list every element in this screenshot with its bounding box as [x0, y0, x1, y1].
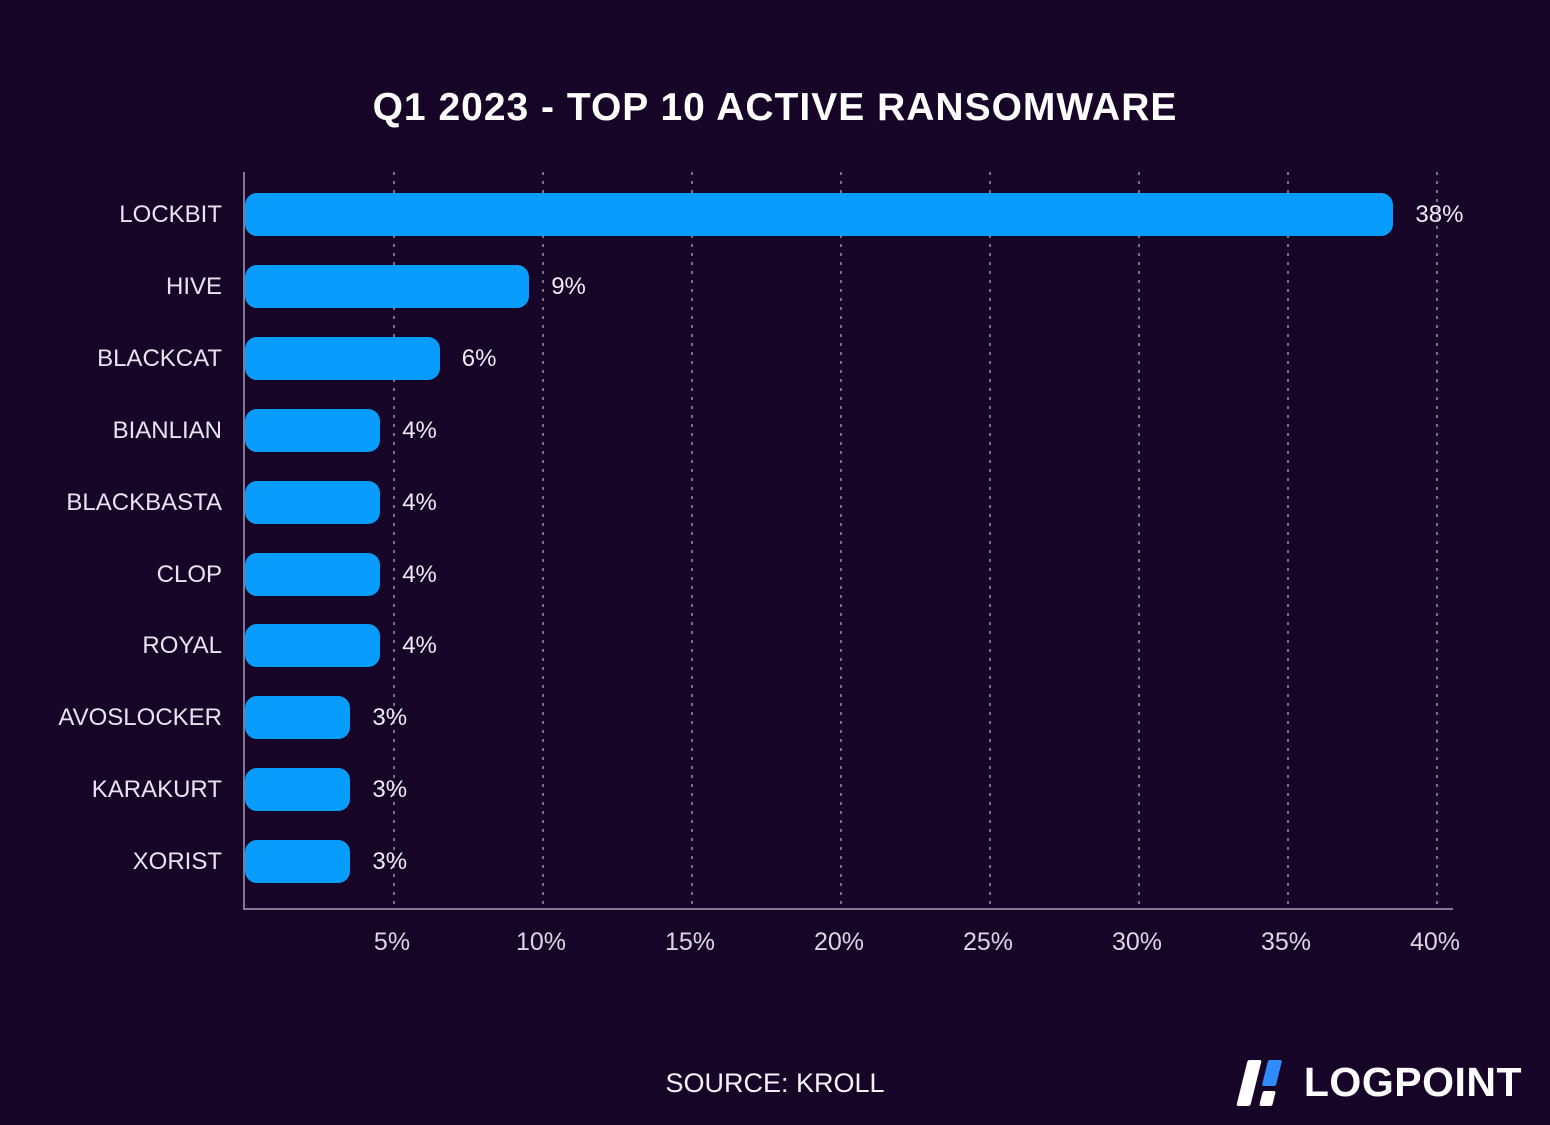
bar-blackcat	[245, 336, 440, 380]
plot-area: 38% 9% 6% 4% 4% 4% 4% 3% 3% 3%	[243, 172, 1463, 910]
category-label: CLOP	[156, 560, 222, 588]
value-label: 6%	[461, 344, 497, 372]
bar-hive	[245, 264, 530, 308]
x-tick-label: 40%	[1409, 928, 1461, 956]
value-label: 4%	[402, 560, 437, 588]
logo-stroke-blue	[1261, 1060, 1283, 1086]
logo-stroke-white-small	[1259, 1091, 1276, 1106]
value-label: 3%	[372, 848, 408, 876]
value-label: 3%	[372, 704, 408, 732]
category-label: AVOSLOCKER	[58, 704, 222, 732]
brand-logo: LOGPOINT	[1232, 1056, 1522, 1106]
gridline	[393, 172, 395, 908]
category-label: LOCKBIT	[119, 201, 222, 228]
gridline	[542, 172, 544, 908]
logo-stroke-white	[1236, 1060, 1262, 1106]
source-note: SOURCE: KROLL	[665, 1068, 885, 1098]
category-label: KARAKURT	[91, 776, 222, 804]
bar-lockbit	[245, 193, 1394, 236]
bar-karakurt	[245, 768, 351, 812]
gridline	[989, 172, 991, 908]
x-tick-label: 20%	[813, 928, 865, 956]
x-tick-label: 25%	[962, 928, 1014, 956]
x-tick-label: 35%	[1260, 928, 1312, 956]
category-label: BLACKCAT	[97, 344, 222, 372]
gridline	[840, 172, 842, 908]
x-tick-label: 15%	[664, 928, 716, 956]
bar-xorist	[245, 840, 351, 884]
value-label: 4%	[402, 632, 437, 660]
value-label: 4%	[402, 416, 437, 444]
value-label: 38%	[1415, 201, 1464, 228]
logpoint-logo-icon	[1232, 1058, 1288, 1106]
bar-avoslocker	[245, 696, 351, 740]
x-tick-label: 30%	[1111, 928, 1163, 956]
category-label: BIANLIAN	[112, 416, 222, 444]
x-tick-label: 10%	[515, 928, 567, 956]
category-label: BLACKBASTA	[66, 488, 222, 516]
category-label: XORIST	[132, 848, 222, 876]
brand-name: LOGPOINT	[1303, 1059, 1522, 1105]
value-label: 3%	[372, 776, 408, 804]
gridline	[1287, 172, 1289, 908]
x-tick-label: 5%	[373, 928, 411, 956]
value-label: 4%	[402, 488, 437, 516]
chart-title: Q1 2023 - TOP 10 ACTIVE RANSOMWARE	[372, 86, 1178, 129]
gridline	[1436, 172, 1438, 908]
bar-royal	[245, 624, 381, 668]
bar-bianlian	[245, 408, 381, 452]
bar-clop	[245, 552, 381, 596]
gridline	[691, 172, 693, 908]
category-label: HIVE	[165, 272, 222, 300]
gridline	[1138, 172, 1140, 908]
bar-blackbasta	[245, 480, 381, 524]
value-label: 9%	[551, 272, 586, 300]
category-label: ROYAL	[142, 632, 222, 660]
